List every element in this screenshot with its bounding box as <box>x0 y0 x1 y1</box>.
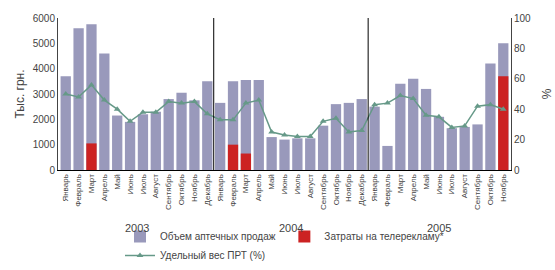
svg-text:3000: 3000 <box>33 89 56 100</box>
svg-text:Объем аптечных продаж: Объем аптечных продаж <box>160 231 276 242</box>
svg-text:Тыс. грн.: Тыс. грн. <box>13 69 27 118</box>
svg-text:Апрель: Апрель <box>254 174 263 201</box>
svg-text:Декабрь: Декабрь <box>203 174 212 205</box>
svg-text:Май: Май <box>267 174 276 190</box>
svg-text:Сентябрь: Сентябрь <box>473 174 482 210</box>
svg-text:Март: Март <box>241 174 250 193</box>
svg-text:Июль: Июль <box>139 174 148 194</box>
svg-text:1000: 1000 <box>33 139 56 150</box>
svg-text:2003: 2003 <box>125 222 149 234</box>
svg-text:2004: 2004 <box>279 222 303 234</box>
svg-text:Апрель: Апрель <box>409 174 418 201</box>
svg-text:Январь: Январь <box>216 174 225 201</box>
svg-text:Март: Март <box>87 174 96 193</box>
svg-text:100: 100 <box>514 13 531 24</box>
svg-text:Январь: Январь <box>370 174 379 201</box>
svg-text:40: 40 <box>514 104 526 115</box>
svg-text:Август: Август <box>151 174 160 198</box>
svg-text:Октябрь: Октябрь <box>332 174 341 205</box>
svg-text:Март: Март <box>396 174 405 193</box>
svg-text:Октябрь: Октябрь <box>177 174 186 205</box>
svg-text:6000: 6000 <box>33 13 56 24</box>
svg-text:Ноябрь: Ноябрь <box>499 174 508 202</box>
svg-text:Февраль: Февраль <box>229 174 238 207</box>
svg-text:Апрель: Апрель <box>100 174 109 201</box>
svg-text:Июнь: Июнь <box>435 174 444 194</box>
svg-text:Июнь: Июнь <box>126 174 135 194</box>
svg-text:Май: Май <box>113 174 122 190</box>
svg-text:Июль: Июль <box>293 174 302 194</box>
svg-text:Затраты на телерекламу*: Затраты на телерекламу* <box>324 231 443 242</box>
svg-text:Февраль: Февраль <box>74 174 83 207</box>
svg-text:80: 80 <box>514 43 526 54</box>
svg-text:Октябрь: Октябрь <box>486 174 495 205</box>
svg-text:Ноябрь: Ноябрь <box>344 174 353 202</box>
svg-text:2000: 2000 <box>33 114 56 125</box>
svg-text:60: 60 <box>514 73 526 84</box>
svg-text:5000: 5000 <box>33 38 56 49</box>
svg-text:Май: Май <box>422 174 431 190</box>
svg-text:Сентябрь: Сентябрь <box>319 174 328 210</box>
svg-text:Июль: Июль <box>447 174 456 194</box>
svg-text:Сентябрь: Сентябрь <box>164 174 173 210</box>
svg-text:Декабрь: Декабрь <box>357 174 366 205</box>
svg-text:4000: 4000 <box>33 63 56 74</box>
svg-text:Июнь: Июнь <box>280 174 289 194</box>
svg-text:%: % <box>540 88 554 99</box>
svg-text:Удельный вес ПРТ (%): Удельный вес ПРТ (%) <box>160 250 265 261</box>
svg-text:Ноябрь: Ноябрь <box>190 174 199 202</box>
svg-text:20: 20 <box>514 134 526 145</box>
svg-text:Февраль: Февраль <box>383 174 392 207</box>
svg-text:Август: Август <box>306 174 315 198</box>
svg-text:0: 0 <box>514 165 520 176</box>
svg-text:Август: Август <box>460 174 469 198</box>
svg-text:Январь: Январь <box>61 174 70 201</box>
svg-text:0: 0 <box>49 165 55 176</box>
svg-text:2005: 2005 <box>427 222 451 234</box>
